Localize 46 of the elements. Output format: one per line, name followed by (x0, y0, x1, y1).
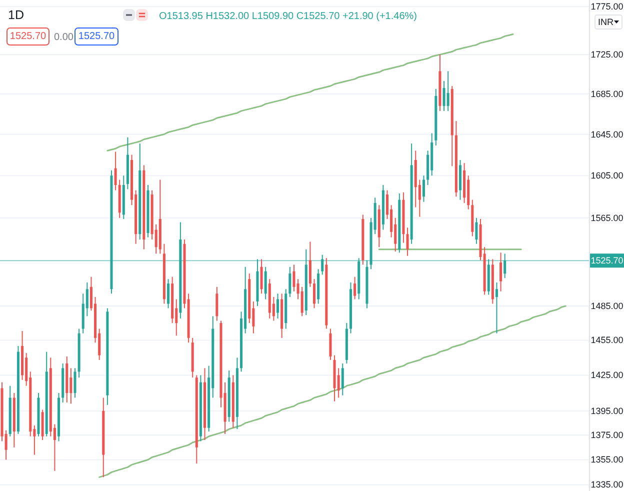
y-tick-label: 1775.00 (590, 2, 624, 12)
candlestick (70, 368, 72, 404)
candlestick (475, 217, 478, 244)
annotation: 1525.70 (78, 31, 116, 42)
y-tick-label: 1455.00 (590, 335, 624, 346)
candlestick (216, 286, 218, 322)
candlestick (312, 278, 316, 309)
candlestick (422, 175, 425, 202)
candlestick (260, 258, 263, 294)
candlestick (114, 151, 117, 191)
y-tick-label: 1485.00 (590, 300, 624, 311)
candlestick (74, 368, 76, 398)
candlestick (495, 282, 498, 334)
y-tick-label: 1355.00 (590, 454, 624, 465)
candlestick (500, 252, 502, 292)
y-tick-label: 1335.00 (590, 480, 624, 490)
annotation: 1525.70 (10, 31, 47, 42)
candlestick (341, 362, 344, 396)
candlestick (292, 264, 296, 292)
y-tick-label: 1395.00 (590, 406, 624, 416)
candlestick (354, 276, 356, 300)
annotation: 0.00 (54, 32, 74, 43)
ref-line-label: 1525.70 (590, 256, 624, 266)
candlestick (288, 266, 292, 298)
candlestick (406, 227, 409, 256)
y-tick-label: 1645.00 (590, 129, 624, 140)
text: INR (598, 17, 614, 27)
candlestick (167, 278, 170, 309)
y-tick-label: 1605.00 (590, 170, 624, 181)
line-series (98, 305, 566, 478)
candlestick (329, 328, 332, 360)
text: 1D (8, 8, 24, 22)
y-tick-label: 1375.00 (590, 430, 624, 440)
candlestick (442, 80, 446, 112)
y-tick-label: 1725.00 (590, 50, 624, 60)
candlestick (276, 293, 280, 319)
candlestick (308, 241, 312, 288)
candlestick (446, 70, 450, 112)
candlestick (300, 286, 304, 317)
candlestick (321, 254, 324, 276)
y-tick-label: 1685.00 (590, 88, 624, 99)
y-tick-label: 1425.00 (590, 370, 624, 380)
candlestick (504, 253, 506, 279)
y-tick-label: 1565.00 (590, 212, 624, 223)
candlestick (264, 266, 267, 300)
annotation: O1513.95 H1532.00 L1509.90 C1525.70 +21.90 (+1.46%) (159, 11, 417, 22)
